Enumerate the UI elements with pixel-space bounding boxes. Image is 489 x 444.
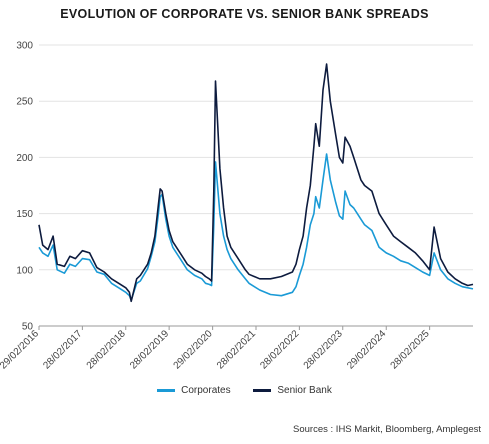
x-tick-label-8: 29/02/2024 (345, 328, 388, 371)
y-tick-label-200: 200 (16, 153, 33, 164)
x-tick-label-1: 28/02/2017 (41, 328, 84, 371)
x-tick-label-2: 28/02/2018 (85, 328, 128, 371)
series-line-senior-bank (38, 63, 474, 303)
grid (39, 44, 473, 271)
legend-item-corporates: Corporates (157, 385, 231, 396)
x-tick-label-3: 28/02/2019 (128, 328, 171, 371)
x-tick-label-6: 28/02/2022 (258, 328, 301, 371)
legend-label-senior-bank: Senior Bank (277, 385, 332, 396)
legend: Corporates Senior Bank (0, 384, 489, 396)
y-tick-label-300: 300 (16, 41, 33, 52)
legend-label-corporates: Corporates (181, 385, 231, 396)
y-tick-label-150: 150 (16, 209, 33, 220)
chart-title: EVOLUTION OF CORPORATE VS. SENIOR BANK S… (60, 7, 429, 21)
x-tick-label-9: 28/02/2025 (389, 328, 432, 371)
legend-swatch-corporates (157, 389, 176, 392)
x-tick-label-7: 28/02/2023 (302, 328, 345, 371)
y-tick-label-50: 50 (22, 322, 34, 333)
y-axis: 50 100 150 200 250 300 (16, 41, 33, 333)
legend-swatch-senior-bank (253, 389, 272, 392)
source-note: Sources : IHS Markit, Bloomberg, Amplege… (293, 424, 481, 435)
series-group (38, 63, 474, 303)
x-axis: 29/02/2016 28/02/2017 28/02/2018 28/02/2019… (0, 325, 473, 372)
y-tick-label-250: 250 (16, 97, 33, 108)
legend-item-senior-bank: Senior Bank (253, 385, 332, 396)
x-tick-label-5: 28/02/2021 (215, 328, 258, 371)
series-line-corporates (38, 153, 474, 301)
y-tick-label-100: 100 (16, 265, 33, 276)
x-tick-label-4: 29/02/2020 (172, 328, 215, 371)
x-tick-label-0: 29/02/2016 (0, 328, 41, 371)
